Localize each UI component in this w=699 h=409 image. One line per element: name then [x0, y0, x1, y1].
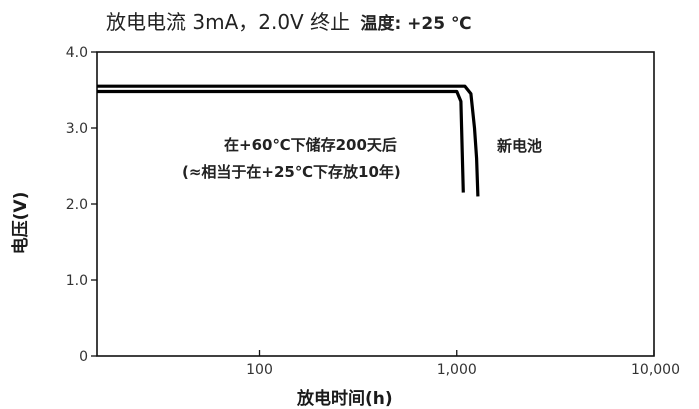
chart-title-condition: 温度: +25 ℃	[360, 14, 472, 34]
annotation-new-battery: 新电池	[497, 137, 543, 155]
chart-title: 放电电流 3mA，2.0V 终止 温度: +25 ℃	[106, 6, 472, 35]
axes-group	[96, 51, 655, 357]
plot-frame	[96, 51, 655, 357]
y-axis-label: 电压(V)	[11, 191, 31, 255]
chart-title-main: 放电电流 3mA，2.0V 终止	[106, 10, 351, 34]
x-tick-label: 1,000	[437, 362, 477, 378]
annotation-storage-line1: 在+60℃下储存200天后	[224, 136, 397, 154]
x-tick-label: 10,000	[631, 362, 680, 378]
series-group	[97, 84, 480, 197]
y-tick-label: 3.0	[66, 121, 88, 137]
annotation-storage-line2: (≈相当于在+25℃下存放10年)	[182, 163, 401, 181]
y-tick-label: 0	[79, 349, 88, 365]
y-tick-label: 4.0	[66, 45, 88, 61]
y-tick-label: 1.0	[66, 273, 88, 289]
series-line-1	[97, 89, 465, 193]
ticks-group: 0 1.0 2.0 3.0 4.0 100 1,000 10,000	[66, 45, 680, 378]
series-line-0	[97, 84, 480, 197]
y-tick-label: 2.0	[66, 197, 88, 213]
x-axis-label: 放电时间(h)	[297, 389, 393, 409]
x-tick-label: 100	[246, 362, 273, 378]
